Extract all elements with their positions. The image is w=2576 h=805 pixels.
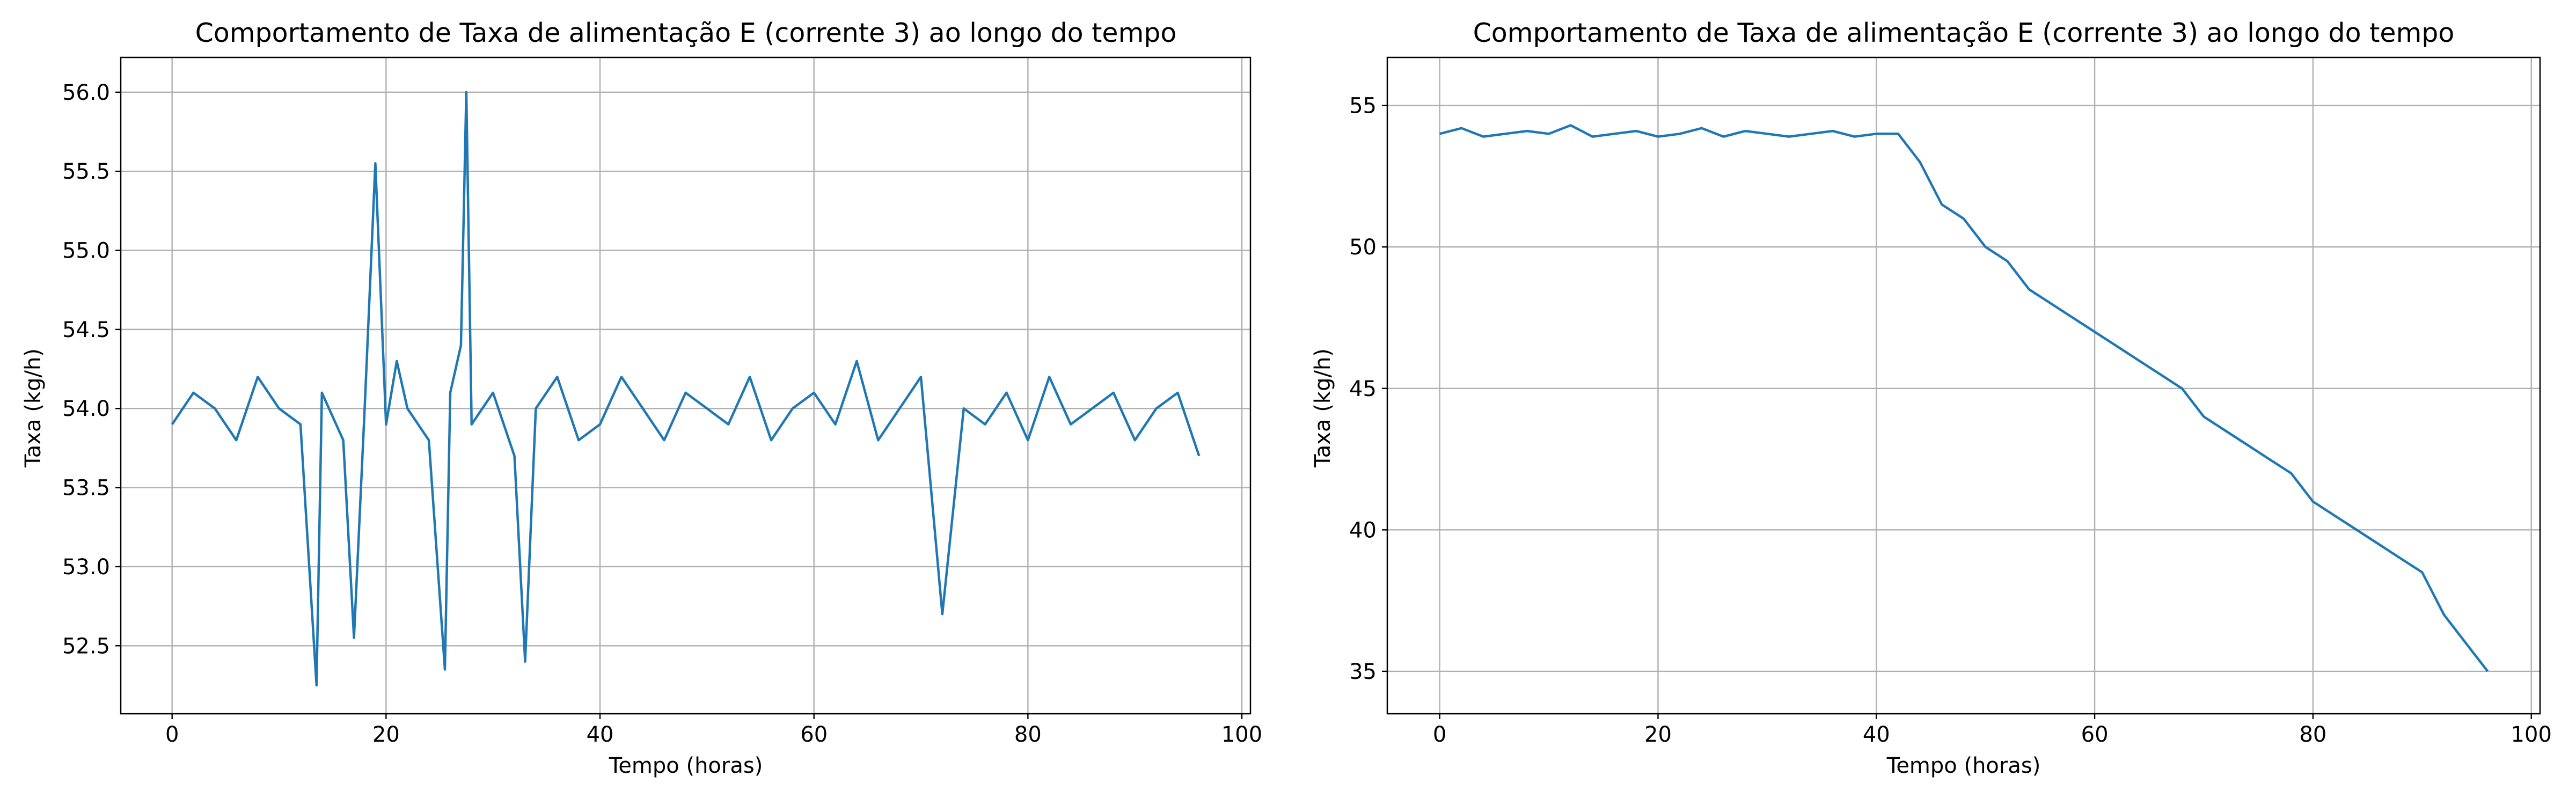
- x-axis-2: 0 20 40 60 80 100: [1433, 714, 2552, 747]
- y-axis-label-2: Taxa (kg/h): [1311, 348, 1335, 468]
- grid-2: [1387, 57, 2540, 714]
- y-tick-label: 54.0: [62, 397, 110, 421]
- x-tick-label: 80: [2299, 722, 2326, 747]
- y-tick-label: 54.5: [62, 318, 110, 342]
- y-tick-label: 53.0: [62, 555, 110, 580]
- x-tick-label: 60: [2081, 722, 2109, 747]
- chart-title-1: Comportamento de Taxa de alimentação E (…: [195, 18, 1177, 48]
- y-axis-label-1: Taxa (kg/h): [21, 348, 46, 468]
- x-tick-label: 40: [1863, 722, 1890, 747]
- x-axis-1: 0 20 40 60 80 100: [165, 714, 1262, 747]
- x-tick-label: 80: [1014, 722, 1042, 747]
- data-series-2: [1439, 124, 2489, 672]
- y-tick-label: 55: [1349, 94, 1377, 119]
- x-tick-label: 40: [587, 722, 614, 747]
- plot-area-1: [120, 56, 1252, 715]
- y-tick-label: 55.5: [62, 159, 110, 184]
- y-tick-label: 55.0: [62, 239, 110, 264]
- y-axis-1: 52.5 53.0 53.5 54.0 54.5 55.0 55.5 56.0: [62, 80, 121, 658]
- grid-1: [121, 57, 1250, 714]
- x-tick-label: 100: [1221, 722, 1262, 747]
- x-tick-label: 0: [1433, 722, 1446, 747]
- data-series-1: [171, 91, 1201, 687]
- y-tick-label: 56.0: [62, 80, 110, 105]
- y-tick-label: 50: [1349, 235, 1377, 260]
- y-tick-label: 53.5: [62, 476, 110, 501]
- chart-panel-2: Comportamento de Taxa de alimentação E (…: [1311, 18, 2552, 778]
- y-tick-label: 45: [1349, 377, 1377, 401]
- x-tick-label: 20: [372, 722, 400, 747]
- y-axis-2: 35 40 45 50 55: [1349, 94, 1387, 684]
- x-tick-label: 60: [800, 722, 828, 747]
- x-axis-label-2: Tempo (horas): [1886, 753, 2041, 778]
- x-tick-label: 0: [165, 722, 179, 747]
- plot-area-2: [1386, 56, 2541, 715]
- x-axis-label-1: Tempo (horas): [609, 753, 763, 778]
- x-tick-label: 100: [2511, 722, 2552, 747]
- chart-title-2: Comportamento de Taxa de alimentação E (…: [1473, 18, 2455, 48]
- y-tick-label: 35: [1349, 660, 1377, 684]
- x-tick-label: 20: [1644, 722, 1672, 747]
- chart-panel-1: Comportamento de Taxa de alimentação E (…: [21, 18, 1262, 778]
- y-tick-label: 40: [1349, 518, 1377, 543]
- y-tick-label: 52.5: [62, 634, 110, 658]
